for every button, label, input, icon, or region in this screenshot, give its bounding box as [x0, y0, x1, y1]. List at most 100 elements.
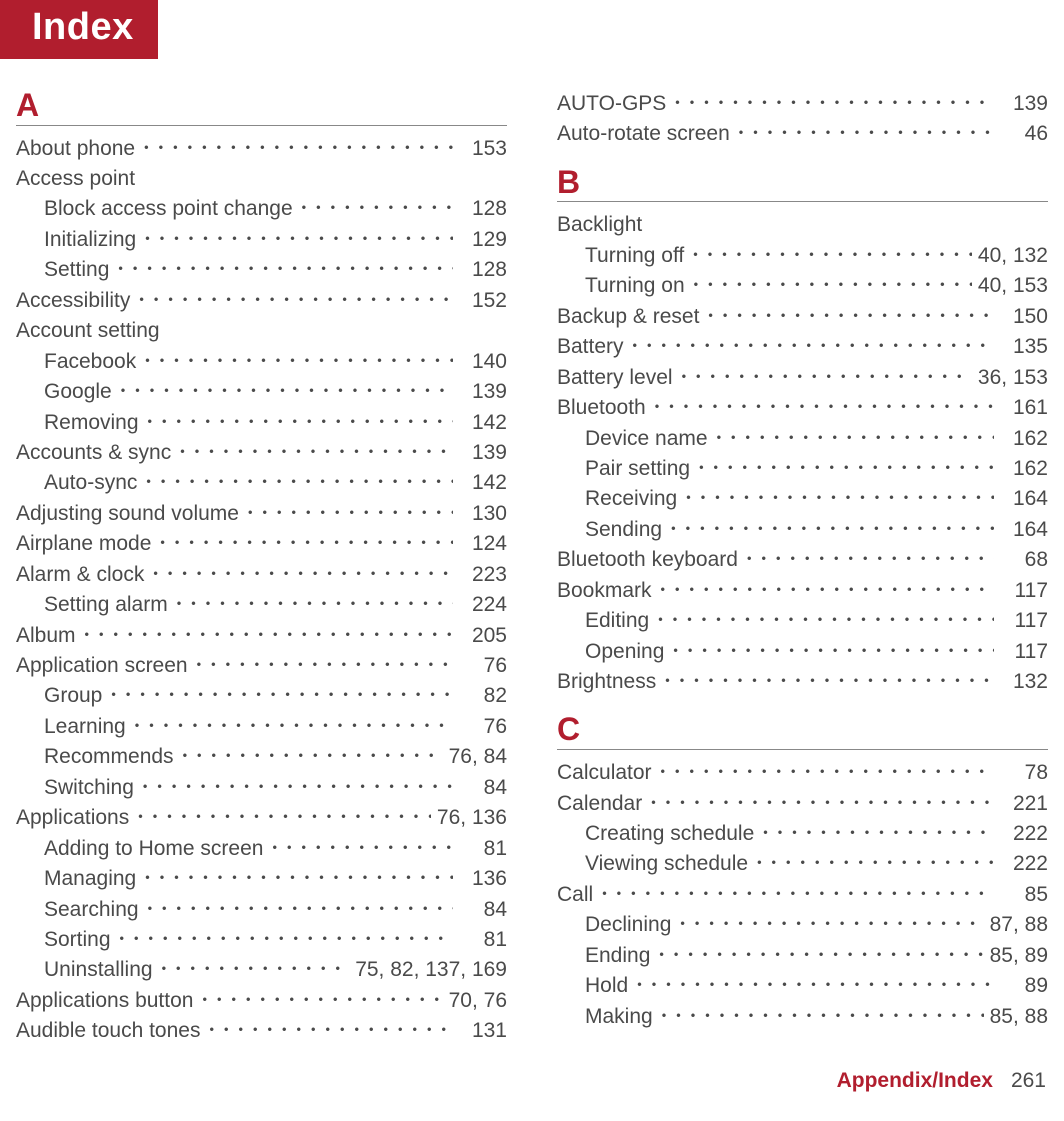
index-entry-label: Facebook	[44, 347, 136, 377]
index-entry: Applications button70, 76	[16, 986, 507, 1016]
index-entry: Alarm & clock223	[16, 560, 507, 590]
leader-dots	[648, 789, 994, 819]
index-entry-page: 139	[459, 438, 507, 468]
index-entry-page: 132	[1000, 667, 1048, 697]
index-entry-page: 68	[1000, 545, 1048, 575]
index-entry-label: Setting alarm	[44, 590, 168, 620]
index-entry: Google 139	[16, 377, 507, 407]
index-entry: Sending164	[557, 515, 1048, 545]
index-entry-page: 221	[1000, 789, 1048, 819]
index-entry: Learning76	[16, 712, 507, 742]
leader-dots	[630, 332, 994, 362]
index-entry-page: 117	[1000, 576, 1048, 606]
index-entry-label: Ending	[585, 941, 650, 971]
index-entry: Group82	[16, 681, 507, 711]
index-entry: Setting128	[16, 255, 507, 285]
index-entry: Initializing 129	[16, 225, 507, 255]
leader-dots	[194, 651, 453, 681]
section-letter: C	[557, 713, 1048, 750]
index-entry: Setting alarm 224	[16, 590, 507, 620]
index-entry: Removing142	[16, 408, 507, 438]
index-entry: Calculator78	[557, 758, 1048, 788]
leader-dots	[142, 864, 453, 894]
index-entry: Bluetooth161	[557, 393, 1048, 423]
page-header: Index	[0, 0, 1064, 59]
index-entry-label: Calendar	[557, 789, 642, 819]
index-entry-page: 161	[1000, 393, 1048, 423]
index-entry-label: Creating schedule	[585, 819, 754, 849]
index-entry-page: 81	[459, 834, 507, 864]
leader-dots	[206, 1016, 453, 1046]
index-entry-page: 222	[1000, 819, 1048, 849]
index-entry-page: 131	[459, 1016, 507, 1046]
index-entry-page: 40, 132	[978, 241, 1048, 271]
index-entry-page: 76	[459, 651, 507, 681]
index-entry-label: Auto-sync	[44, 468, 137, 498]
index-entry: Brightness132	[557, 667, 1048, 697]
leader-dots	[145, 408, 453, 438]
leader-dots	[652, 393, 994, 423]
index-entry: Declining 87, 88	[557, 910, 1048, 940]
leader-dots	[760, 819, 994, 849]
leader-dots	[659, 1002, 984, 1032]
index-entry-page: 153	[459, 134, 507, 164]
index-entry-label: Call	[557, 880, 593, 910]
index-entry-label: Opening	[585, 637, 664, 667]
leader-dots	[135, 803, 431, 833]
leader-dots	[656, 941, 983, 971]
page-footer: Appendix/Index 261	[0, 1047, 1064, 1103]
index-entry-label: Backlight	[557, 210, 642, 240]
index-entry-page: 224	[459, 590, 507, 620]
index-entry-label: Declining	[585, 910, 671, 940]
index-entry-page: 87, 88	[990, 910, 1048, 940]
leader-dots	[655, 606, 994, 636]
index-entry-label: Setting	[44, 255, 109, 285]
index-entry-page: 129	[459, 225, 507, 255]
index-entry-label: Google	[44, 377, 112, 407]
index-entry-page: 75, 82, 137, 169	[355, 955, 507, 985]
index-entry: Turning off 40, 132	[557, 241, 1048, 271]
index-entry-page: 150	[1000, 302, 1048, 332]
index-column: AAbout phone153Access pointBlock access …	[16, 89, 507, 1047]
index-entry: About phone153	[16, 134, 507, 164]
index-entry-label: Adjusting sound volume	[16, 499, 239, 529]
footer-section-name: Appendix/Index	[837, 1069, 993, 1093]
index-entry-page: 162	[1000, 424, 1048, 454]
index-entry-page: 117	[1000, 637, 1048, 667]
index-entry-label: Sending	[585, 515, 662, 545]
section-letter: A	[16, 89, 507, 126]
index-entry-page: 152	[459, 286, 507, 316]
index-entry-page: 89	[1000, 971, 1048, 1001]
index-entry: Applications76, 136	[16, 803, 507, 833]
index-entry: Searching84	[16, 895, 507, 925]
index-entry: Battery level36, 153	[557, 363, 1048, 393]
index-entry-label: Switching	[44, 773, 134, 803]
index-entry-label: Alarm & clock	[16, 560, 144, 590]
index-entry: Battery135	[557, 332, 1048, 362]
index-entry: Receiving164	[557, 484, 1048, 514]
index-entry: Editing117	[557, 606, 1048, 636]
index-entry-label: Recommends	[44, 742, 174, 772]
index-entry-page: 84	[459, 895, 507, 925]
index-entry: Backlight	[557, 210, 1048, 240]
leader-dots	[118, 377, 453, 407]
index-entry-page: 84	[459, 773, 507, 803]
index-entry-page: 205	[459, 621, 507, 651]
leader-dots	[736, 119, 994, 149]
leader-dots	[150, 560, 453, 590]
index-entry-label: Initializing	[44, 225, 136, 255]
index-entry: Pair setting162	[557, 454, 1048, 484]
index-entry-page: 36, 153	[978, 363, 1048, 393]
index-entry-page: 85, 89	[990, 941, 1048, 971]
index-entry: Facebook140	[16, 347, 507, 377]
index-column: AUTO-GPS139Auto-rotate screen46BBackligh…	[557, 89, 1048, 1047]
index-entry-page: 46	[1000, 119, 1048, 149]
index-entry-page: 139	[459, 377, 507, 407]
index-entry-page: 70, 76	[449, 986, 507, 1016]
leader-dots	[714, 424, 994, 454]
index-entry-label: Turning off	[585, 241, 684, 271]
index-entry: Access point	[16, 164, 507, 194]
index-entry-page: 78	[1000, 758, 1048, 788]
leader-dots	[754, 849, 994, 879]
leader-dots	[180, 742, 443, 772]
